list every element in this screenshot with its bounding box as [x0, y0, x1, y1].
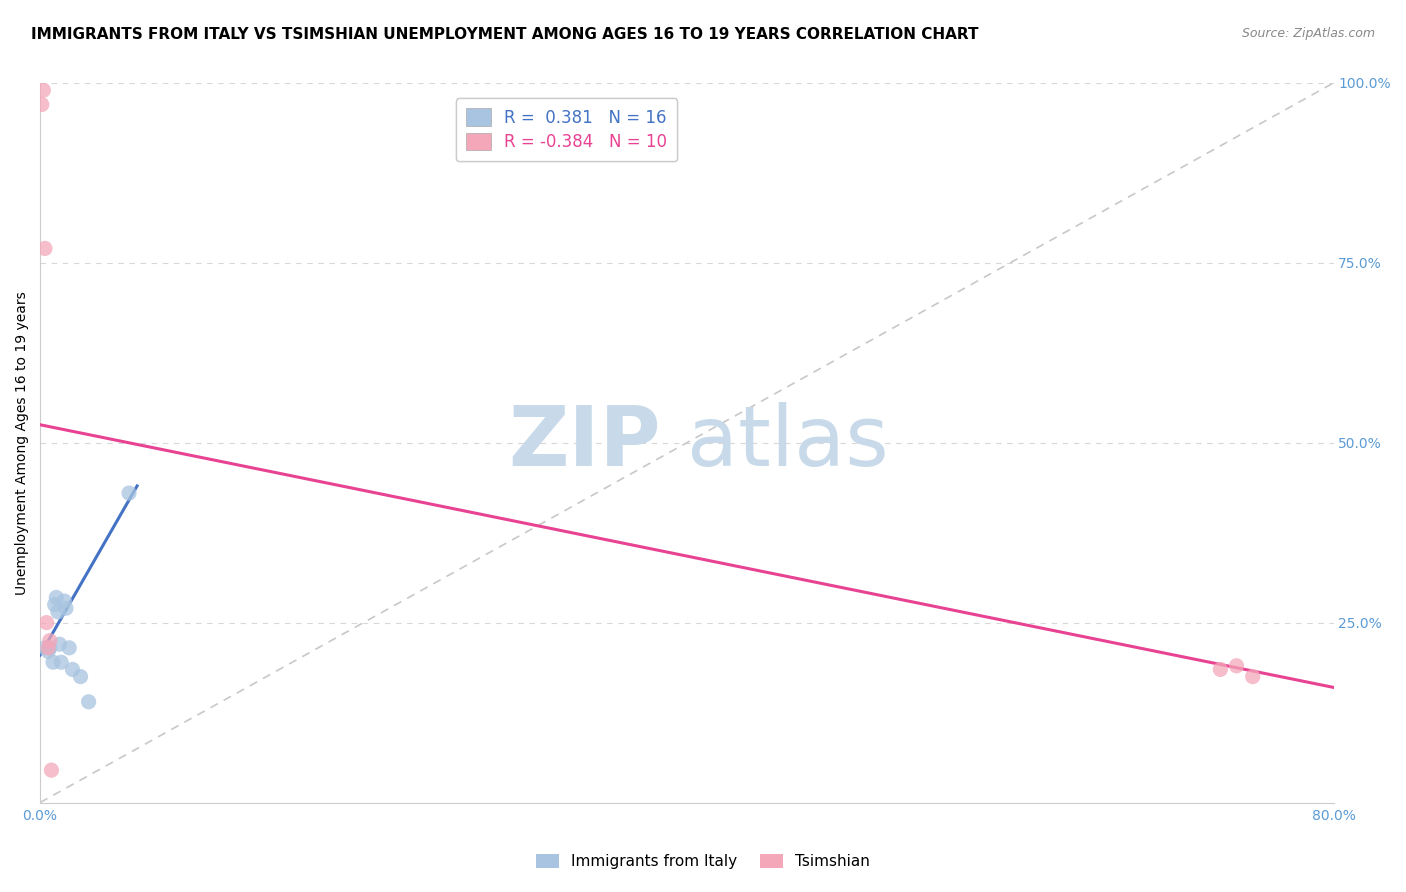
Point: [62, 662, 84, 676]
Point: [1241, 670, 1264, 684]
Point: [118, 486, 141, 500]
Point: [1225, 658, 1247, 673]
Point: [34, 242, 56, 256]
Point: [58, 640, 80, 655]
Point: [34, 640, 56, 655]
Y-axis label: Unemployment Among Ages 16 to 19 years: Unemployment Among Ages 16 to 19 years: [15, 291, 30, 595]
Point: [44, 598, 66, 612]
Point: [41, 763, 63, 777]
Point: [69, 670, 91, 684]
Text: IMMIGRANTS FROM ITALY VS TSIMSHIAN UNEMPLOYMENT AMONG AGES 16 TO 19 YEARS CORREL: IMMIGRANTS FROM ITALY VS TSIMSHIAN UNEMP…: [31, 27, 979, 42]
Point: [46, 605, 69, 619]
Point: [38, 640, 60, 655]
Point: [37, 640, 59, 655]
Point: [1209, 662, 1232, 676]
Point: [38, 633, 60, 648]
Point: [48, 637, 70, 651]
Point: [49, 655, 72, 669]
Point: [55, 601, 77, 615]
Point: [42, 655, 65, 669]
Legend: R =  0.381   N = 16, R = -0.384   N = 10: R = 0.381 N = 16, R = -0.384 N = 10: [456, 98, 678, 161]
Legend: Immigrants from Italy, Tsimshian: Immigrants from Italy, Tsimshian: [530, 848, 876, 875]
Point: [35, 615, 58, 630]
Text: ZIP: ZIP: [509, 402, 661, 483]
Point: [32, 83, 55, 97]
Point: [53, 594, 76, 608]
Text: atlas: atlas: [686, 402, 889, 483]
Point: [45, 591, 67, 605]
Point: [31, 97, 53, 112]
Text: Source: ZipAtlas.com: Source: ZipAtlas.com: [1241, 27, 1375, 40]
Point: [77, 695, 100, 709]
Point: [37, 644, 59, 658]
